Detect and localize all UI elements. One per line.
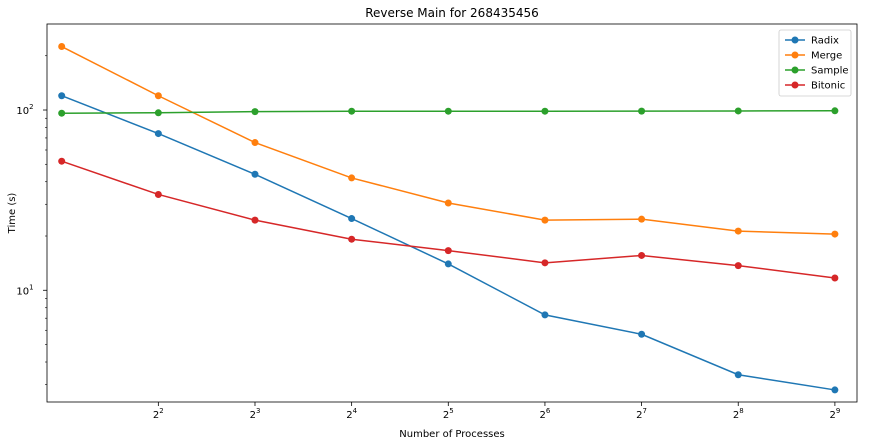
x-tick-label: 28 — [733, 407, 744, 421]
data-point-sample — [348, 107, 356, 115]
data-point-radix — [251, 170, 259, 178]
x-tick-label: 23 — [250, 407, 261, 421]
data-point-radix — [734, 371, 742, 379]
data-point-merge — [541, 216, 549, 224]
data-point-radix — [444, 260, 452, 268]
data-point-sample — [541, 107, 549, 115]
legend-swatch-marker — [791, 66, 799, 74]
data-point-sample — [638, 107, 646, 115]
x-axis-label: Number of Processes — [399, 429, 504, 440]
data-point-radix — [541, 311, 549, 319]
x-tick-label: 29 — [829, 407, 840, 421]
data-point-bitonic — [154, 190, 162, 198]
axis-ticks: 22 23 24 25 26 27 28 29 101 102 — [16, 55, 840, 421]
legend-label: Bitonic — [811, 81, 845, 92]
plot-area — [46, 23, 858, 403]
series-radix — [58, 92, 839, 394]
x-tick-label: 22 — [153, 407, 164, 421]
data-point-bitonic — [444, 247, 452, 255]
legend-swatch-marker — [791, 51, 799, 59]
legend-label: Merge — [811, 51, 842, 62]
data-point-merge — [58, 43, 66, 51]
series-merge — [58, 43, 839, 238]
data-point-sample — [58, 109, 66, 117]
y-tick-label: 101 — [16, 283, 33, 297]
data-point-sample — [831, 107, 839, 115]
series-sample — [58, 107, 839, 117]
data-point-merge — [348, 174, 356, 182]
x-tick-label: 25 — [443, 407, 454, 421]
data-point-sample — [444, 107, 452, 115]
data-point-bitonic — [251, 216, 259, 224]
data-point-bitonic — [348, 235, 356, 243]
data-point-merge — [154, 92, 162, 100]
series-layer — [58, 43, 839, 394]
data-point-radix — [348, 215, 356, 223]
x-tick-label: 24 — [346, 407, 357, 421]
series-line-radix — [61, 95, 836, 391]
legend-label: Radix — [811, 36, 839, 47]
series-bitonic — [58, 157, 839, 282]
data-point-sample — [734, 107, 742, 115]
data-point-bitonic — [638, 251, 646, 259]
data-point-merge — [734, 227, 742, 235]
legend: Radix Merge Sample Bitonic — [778, 29, 852, 97]
data-point-bitonic — [58, 157, 66, 165]
data-point-radix — [831, 386, 839, 394]
data-point-radix — [154, 130, 162, 138]
y-axis-label: Time (s) — [7, 193, 18, 235]
data-point-bitonic — [734, 262, 742, 270]
data-point-radix — [58, 92, 66, 100]
data-point-merge — [638, 215, 646, 223]
x-tick-label: 27 — [636, 407, 647, 421]
legend-swatch-marker — [791, 81, 799, 89]
legend-swatch-marker — [791, 36, 799, 44]
data-point-merge — [251, 139, 259, 147]
chart-title: Reverse Main for 268435456 — [365, 6, 539, 20]
data-point-sample — [251, 108, 259, 116]
data-point-merge — [831, 230, 839, 238]
legend-box — [778, 29, 852, 97]
data-point-bitonic — [541, 259, 549, 267]
legend-label: Sample — [811, 66, 849, 77]
x-tick-label: 26 — [540, 407, 551, 421]
data-point-sample — [154, 109, 162, 117]
y-tick-label: 102 — [16, 103, 33, 117]
data-point-bitonic — [831, 274, 839, 282]
data-point-merge — [444, 199, 452, 207]
data-point-radix — [638, 330, 646, 338]
